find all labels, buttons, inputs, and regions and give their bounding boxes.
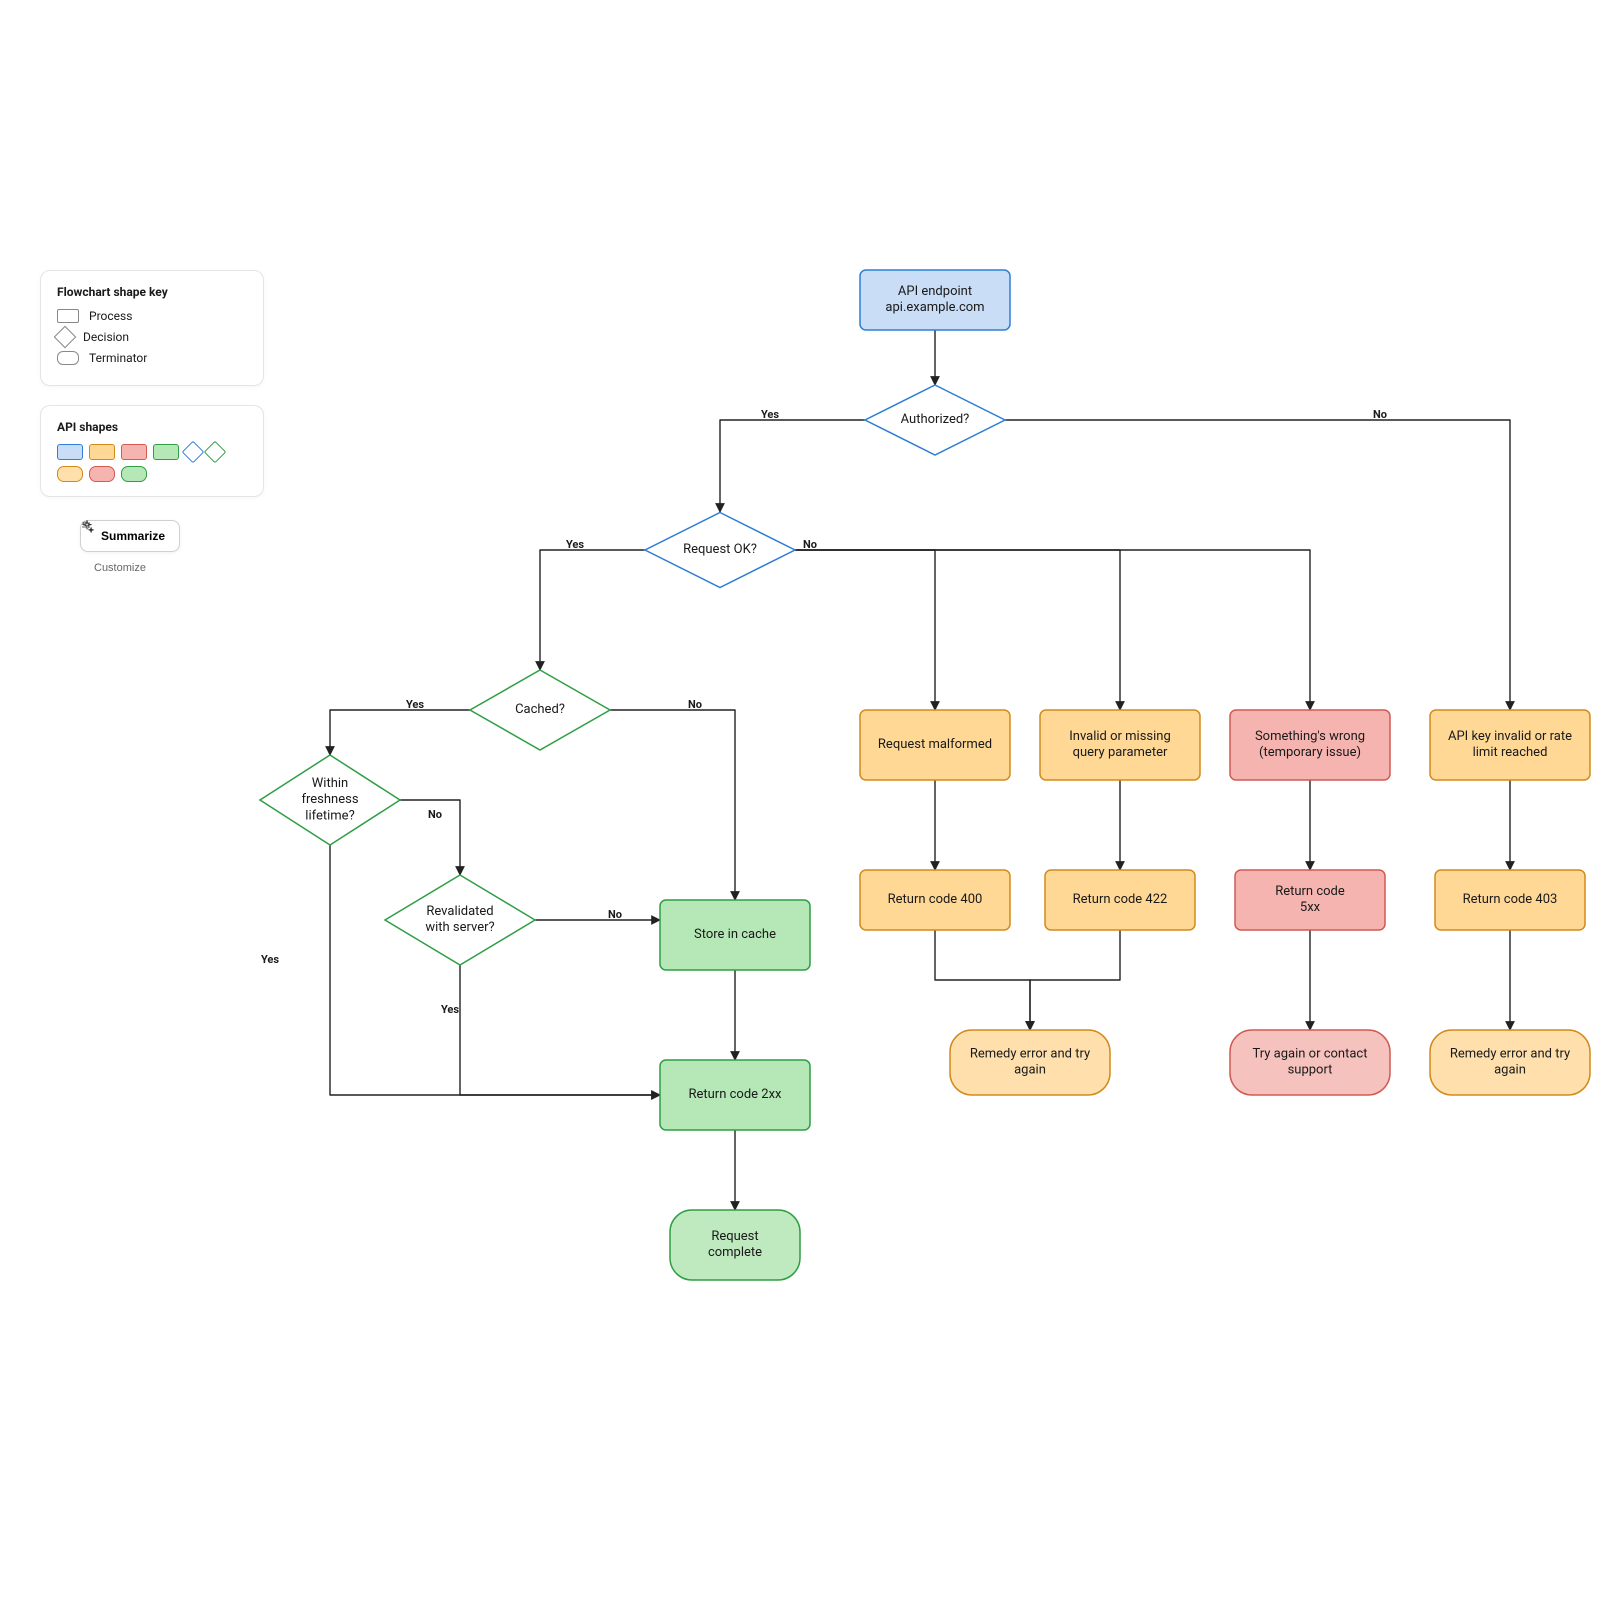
svg-text:Return code 403: Return code 403 [1463, 892, 1558, 907]
edge-cached-store [610, 710, 735, 900]
edge-label: No [608, 908, 622, 921]
edge-reqok-err_5xx [795, 550, 1310, 710]
node-err_malformed[interactable]: Request malformed [860, 710, 1010, 780]
svg-text:Return code 422: Return code 422 [1073, 892, 1168, 907]
node-reqok[interactable]: Request OK? [645, 513, 795, 588]
node-ret2xx[interactable]: Return code 2xx [660, 1060, 810, 1130]
svg-text:Return code 400: Return code 400 [888, 892, 983, 907]
node-code422[interactable]: Return code 422 [1045, 870, 1195, 930]
edge-auth-reqok [720, 420, 865, 512]
svg-text:Revalidatedwith server?: Revalidatedwith server? [425, 904, 494, 935]
node-code403[interactable]: Return code 403 [1435, 870, 1585, 930]
node-remedy2[interactable]: Remedy error and tryagain [1430, 1030, 1590, 1095]
node-err_param[interactable]: Invalid or missingquery parameter [1040, 710, 1200, 780]
edge-label: Yes [441, 1003, 459, 1016]
edge-auth-err_key [1005, 420, 1510, 710]
node-cached[interactable]: Cached? [470, 670, 610, 750]
edge-label: Yes [566, 538, 584, 551]
node-reval[interactable]: Revalidatedwith server? [385, 875, 535, 965]
edge-label: No [1373, 408, 1387, 421]
svg-text:Authorized?: Authorized? [901, 412, 970, 427]
edge-label: No [688, 698, 702, 711]
node-code5xx[interactable]: Return code5xx [1235, 870, 1385, 930]
node-auth[interactable]: Authorized? [865, 385, 1005, 455]
edge-label: No [428, 808, 442, 821]
edge-reval-ret2xx [460, 965, 660, 1095]
edge-reqok-cached [540, 550, 645, 670]
edge-code400-remedy1 [935, 930, 1030, 1030]
node-store[interactable]: Store in cache [660, 900, 810, 970]
node-fresh[interactable]: Withinfreshnesslifetime? [260, 755, 400, 845]
svg-text:Invalid or missingquery parame: Invalid or missingquery parameter [1069, 729, 1171, 760]
svg-text:Something's wrong(temporary is: Something's wrong(temporary issue) [1255, 729, 1365, 760]
flowchart-canvas: API endpointapi.example.com Authorized? Re… [0, 0, 1600, 1600]
node-support[interactable]: Try again or contactsupport [1230, 1030, 1390, 1095]
svg-text:Request OK?: Request OK? [683, 542, 757, 557]
node-err_5xx[interactable]: Something's wrong(temporary issue) [1230, 710, 1390, 780]
node-remedy1[interactable]: Remedy error and tryagain [950, 1030, 1110, 1095]
svg-text:Request malformed: Request malformed [878, 737, 992, 752]
node-err_key[interactable]: API key invalid or ratelimit reached [1430, 710, 1590, 780]
edge-code422-remedy1 [1030, 930, 1120, 1030]
edge-label: Yes [261, 953, 279, 966]
node-code400[interactable]: Return code 400 [860, 870, 1010, 930]
edge-label: Yes [406, 698, 424, 711]
svg-text:API endpointapi.example.com: API endpointapi.example.com [885, 284, 984, 315]
svg-text:Requestcomplete: Requestcomplete [708, 1229, 762, 1260]
edge-label: Yes [761, 408, 779, 421]
svg-text:Return code 2xx: Return code 2xx [688, 1087, 782, 1102]
svg-text:Cached?: Cached? [515, 702, 565, 717]
node-start[interactable]: API endpointapi.example.com [860, 270, 1010, 330]
edge-fresh-ret2xx [330, 845, 660, 1095]
edge-reqok-err_param [795, 550, 1120, 710]
svg-text:Store in cache: Store in cache [694, 927, 776, 942]
edge-cached-fresh [330, 710, 470, 755]
node-done[interactable]: Requestcomplete [670, 1210, 800, 1280]
edge-reqok-err_malformed [795, 550, 935, 710]
edge-label: No [803, 538, 817, 551]
